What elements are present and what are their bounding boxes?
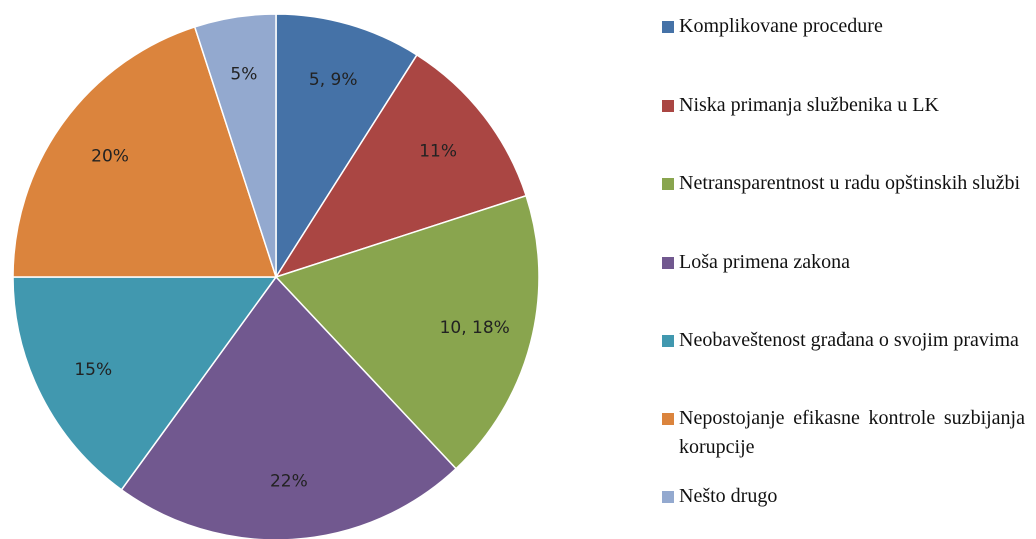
pie-slice — [12, 276, 278, 491]
legend-swatch — [662, 100, 674, 112]
legend-label: Nešto drugo — [679, 485, 778, 507]
legend-swatch — [662, 491, 674, 503]
legend-label: Loša primena zakona — [679, 251, 851, 273]
data-label: 5, 9% — [309, 70, 358, 90]
legend-item: Neobaveštenost građana o svojim pravima — [660, 326, 1025, 355]
data-label: 5% — [230, 64, 257, 84]
legend-label: Neobaveštenost građana o svojim pravima — [679, 329, 1019, 351]
data-label: 15% — [74, 360, 112, 380]
legend-swatch — [662, 21, 674, 33]
legend-label: Niska primanja službenika u LK — [679, 94, 939, 116]
legend-swatch — [662, 257, 674, 269]
pie-slice — [274, 194, 540, 470]
legend-label: Komplikovane procedure — [679, 15, 883, 37]
legend-item: Netransparentnost u radu opštinskih služ… — [660, 169, 1025, 198]
legend-item: Niska primanja službenika u LK — [660, 91, 1025, 120]
legend-swatch — [662, 178, 674, 190]
pie-slice — [120, 275, 458, 539]
data-label: 10, 18% — [440, 318, 510, 338]
pie-slice — [275, 13, 418, 280]
legend: Komplikovane procedure Niska primanja slu… — [660, 0, 1036, 539]
pie-slice — [193, 13, 277, 278]
legend-label: Netransparentnost u radu opštinskih služ… — [679, 172, 1021, 194]
pie-slice — [274, 53, 528, 279]
pie-slice — [12, 25, 278, 278]
legend-item: Loša primena zakona — [660, 248, 1025, 277]
data-label: 11% — [419, 141, 457, 161]
legend-swatch — [662, 335, 674, 347]
legend-item: Nešto drugo — [660, 482, 1025, 511]
legend-swatch — [662, 413, 674, 425]
chart: 5, 9% 11% 10, 18% 22% 15% 20% 5% — [12, 13, 540, 539]
data-label: 20% — [91, 146, 129, 166]
legend-label: Nepostojanje efikasne kontrole suzbijanj… — [679, 407, 1025, 458]
data-label: 22% — [270, 472, 308, 492]
legend-item: Komplikovane procedure — [660, 12, 1025, 41]
legend-item: Nepostojanje efikasne kontrole suzbijanj… — [660, 404, 1025, 462]
